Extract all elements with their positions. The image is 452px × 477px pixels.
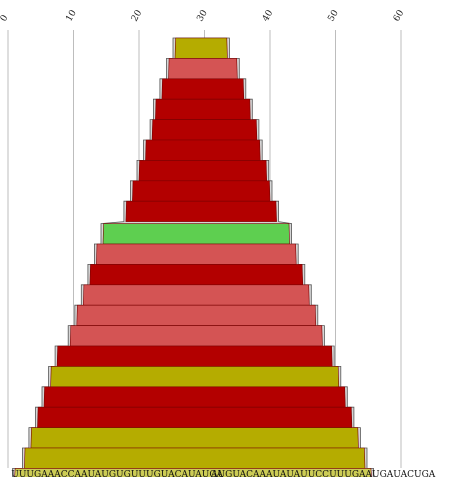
band-11-pink — [96, 243, 297, 265]
x-tick-label: 10 — [64, 8, 79, 23]
band-14-pink — [76, 304, 317, 326]
sequence-label-2: AUGUACAAAUAUAUUCCUUUGAAUGAUACUGA — [210, 470, 436, 477]
band-20-olive — [30, 427, 359, 449]
band-10-green — [102, 223, 290, 245]
x-tick-label: 50 — [326, 8, 341, 23]
profile-bands — [14, 37, 372, 477]
x-axis-ticks: 0 10 20 30 40 50 60 — [0, 8, 406, 23]
band-22-base — [14, 468, 372, 477]
band-21-olive — [24, 447, 366, 469]
band-8-red — [132, 180, 271, 202]
band-13-pink — [82, 284, 310, 306]
band-15-pink — [69, 325, 323, 347]
band-6-red — [145, 139, 261, 161]
x-tick-label: 60 — [392, 8, 407, 23]
x-tick-label: 20 — [130, 8, 145, 23]
band-4-red — [155, 98, 251, 120]
band-19-red — [37, 406, 353, 428]
x-tick-label: 40 — [261, 8, 276, 23]
band-2-pink — [168, 58, 238, 80]
band-18-red — [43, 386, 346, 408]
band-17-olive — [50, 366, 340, 388]
band-7-red — [138, 160, 268, 182]
band-12-red — [89, 264, 304, 286]
band-1-olive — [174, 37, 228, 59]
band-5-red — [151, 119, 258, 141]
sequence-label-1: UUUGAAACCAAUAUGUGUUUGUACAUAUGA — [11, 470, 223, 477]
band-9-red — [125, 200, 277, 222]
band-16-red — [56, 345, 333, 367]
x-tick-label: 30 — [195, 8, 210, 23]
band-3-red — [161, 78, 245, 100]
x-tick-label: 0 — [0, 13, 11, 23]
sequence-labels: UUUGAAACCAAUAUGUGUUUGUACAUAUGAAUGUACAAAU… — [11, 470, 435, 477]
